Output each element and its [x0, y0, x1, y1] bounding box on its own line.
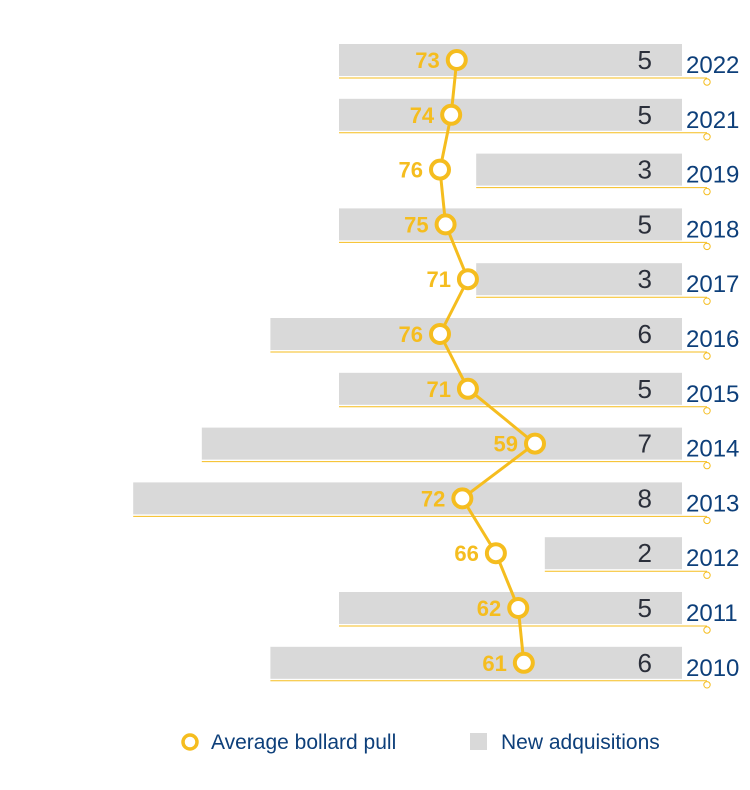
- bollard-pull-point-2018: [434, 213, 457, 236]
- bollard-pull-line-layer: 73 74 76 75 71 76 71 59 72 66 62 61: [399, 48, 546, 676]
- bollard-pull-line: [438, 59, 537, 663]
- bollard-pull-value-2014: 59: [494, 432, 518, 457]
- acquisition-bar-2018: [339, 208, 682, 241]
- acquisition-value-2010: 6: [638, 648, 652, 678]
- acquisition-value-2014: 7: [638, 429, 652, 459]
- baseline-dot-2018: [703, 242, 711, 251]
- acquisition-bar-2016: [270, 318, 682, 350]
- year-label-2013: 2013: [686, 490, 739, 517]
- bollard-pull-value-2019: 76: [399, 158, 423, 183]
- bollard-pull-value-2022: 73: [415, 48, 439, 73]
- acquisition-value-2018: 5: [638, 209, 652, 239]
- baseline-dot-2017: [703, 297, 711, 305]
- bollard-pull-point-2012: [484, 542, 507, 565]
- legend-line-label: Average bollard pull: [211, 731, 396, 754]
- year-label-2010: 2010: [686, 655, 739, 682]
- acquisition-bar-2019: [476, 153, 682, 186]
- baseline-dot-2016: [703, 352, 711, 360]
- acquisition-bar-2021: [339, 98, 682, 131]
- bollard-pull-point-2015: [456, 377, 479, 400]
- baseline-dot-2015: [703, 407, 711, 415]
- year-label-2014: 2014: [686, 436, 739, 463]
- bollard-pull-value-2018: 75: [404, 212, 428, 237]
- bollard-pull-point-2013: [451, 487, 474, 510]
- acquisition-value-2012: 2: [638, 538, 652, 568]
- bollard-pull-point-2021: [440, 103, 463, 126]
- acquisition-value-2022: 5: [638, 45, 652, 75]
- bollard-pull-value-2021: 74: [410, 103, 435, 128]
- acquisition-bar-2010: [270, 646, 682, 679]
- bollard-pull-value-2013: 72: [421, 486, 445, 511]
- acquisition-bar-2012: [544, 537, 682, 570]
- legend-bar-label: New adquisitions: [501, 731, 660, 754]
- year-label-2018: 2018: [686, 216, 739, 243]
- acquisition-bar-2013: [133, 482, 682, 515]
- acquisition-value-2019: 3: [638, 155, 652, 185]
- acquisition-value-2013: 8: [638, 483, 652, 513]
- bollard-pull-value-2016: 76: [399, 322, 423, 347]
- bollard-pull-value-2011: 62: [477, 596, 501, 621]
- year-label-2011: 2011: [686, 600, 738, 627]
- year-label-2017: 2017: [686, 271, 739, 298]
- acquisition-value-2011: 5: [638, 593, 652, 623]
- bollard-pull-point-2016: [429, 323, 451, 345]
- baseline-dot-2013: [703, 516, 711, 525]
- acquisition-bar-2015: [339, 372, 682, 405]
- acquisition-bar-2022: [339, 44, 682, 76]
- year-label-2015: 2015: [686, 381, 739, 408]
- acquisition-value-2016: 6: [638, 319, 652, 349]
- bars-layer: 5 2022 5 2021 3 2019 5 2018 3 2017 6 2016 5 2015 7 2014…: [133, 44, 739, 689]
- bollard-pull-value-2017: 71: [426, 267, 450, 292]
- bollard-pull-point-2019: [429, 158, 451, 181]
- bollard-pull-point-2010: [512, 651, 535, 674]
- baseline-dot-2010: [703, 681, 711, 689]
- baseline-dot-2021: [703, 133, 711, 141]
- year-label-2019: 2019: [686, 162, 739, 189]
- year-label-2016: 2016: [686, 326, 739, 353]
- acquisition-value-2017: 3: [638, 264, 652, 294]
- bollard-pull-point-2022: [445, 49, 468, 71]
- year-label-2012: 2012: [686, 545, 739, 572]
- baseline-dot-2019: [703, 187, 711, 196]
- acquisition-value-2015: 5: [638, 374, 652, 404]
- acquisition-bar-2014: [201, 427, 683, 460]
- baseline-dot-2011: [703, 626, 711, 634]
- bollard-pull-value-2015: 71: [426, 377, 450, 402]
- acquisition-bar-2017: [476, 263, 682, 296]
- legend-bar-marker-icon: [470, 733, 487, 750]
- baseline-dot-2012: [703, 571, 711, 579]
- year-label-2022: 2022: [686, 52, 739, 79]
- baseline-dot-2022: [703, 78, 711, 86]
- year-label-2021: 2021: [686, 107, 739, 134]
- legend: Average bollard pull New adquisitions: [181, 731, 660, 754]
- bollard-pull-point-2011: [507, 597, 530, 619]
- baseline-dot-2014: [703, 461, 711, 470]
- bollard-pull-value-2010: 61: [482, 651, 506, 676]
- bollard-pull-point-2017: [456, 268, 479, 291]
- legend-line-marker-icon: [181, 733, 199, 751]
- bollard-pull-value-2012: 66: [454, 541, 478, 566]
- acquisition-value-2021: 5: [638, 100, 652, 130]
- bollard-pull-point-2014: [524, 432, 546, 455]
